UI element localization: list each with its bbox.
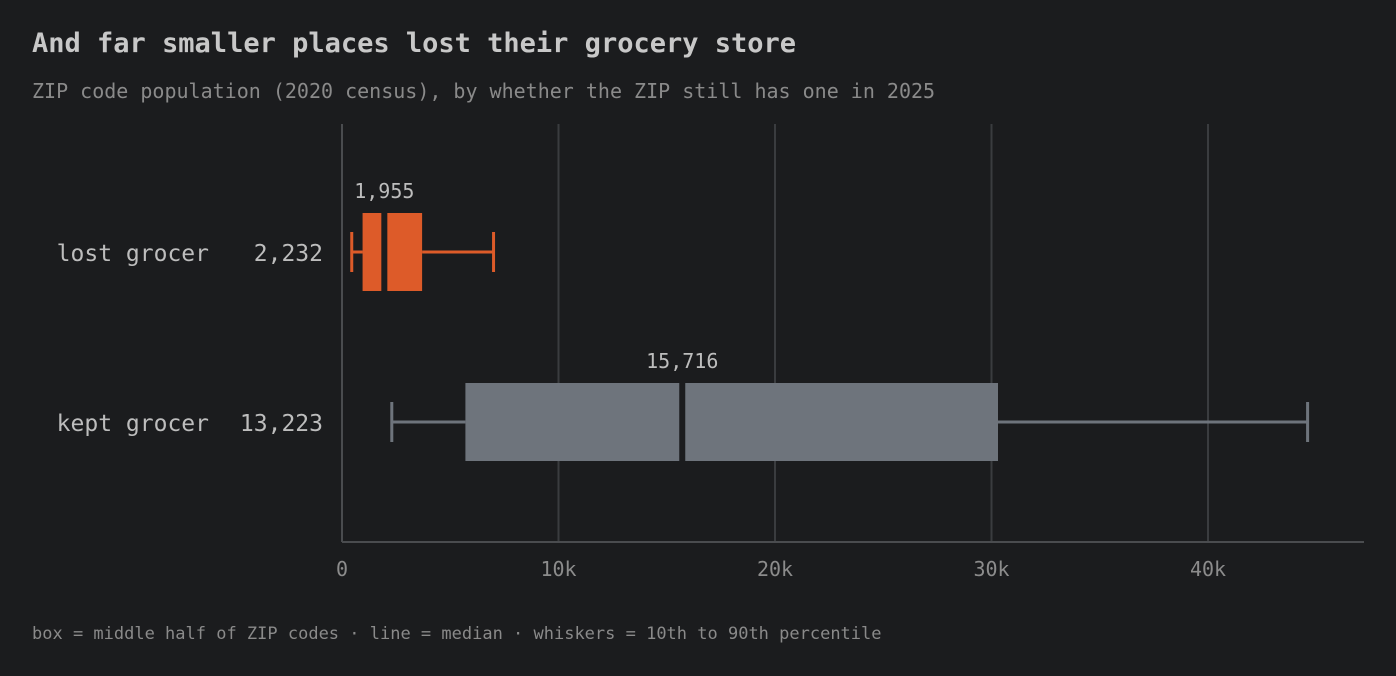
category-label: kept grocer [57, 411, 209, 437]
chart-footnote: box = middle half of ZIP codes · line = … [32, 624, 882, 644]
axis-layer: 0 10k 20k 30k 40k [336, 541, 1364, 581]
x-tick-label: 0 [336, 557, 348, 581]
x-tick-label: 30k [973, 557, 1009, 581]
x-tick-label: 40k [1190, 557, 1226, 581]
count-label: 2,232 [254, 241, 323, 267]
category-label: lost grocer [57, 241, 209, 267]
x-tick-label: 20k [757, 557, 793, 581]
median-label: 1,955 [354, 179, 414, 203]
box-group: kept grocer 13,223 15,716 [57, 349, 1310, 462]
x-tick-label: 10k [540, 557, 576, 581]
count-label: 13,223 [240, 411, 323, 437]
chart-subtitle: ZIP code population (2020 census), by wh… [32, 79, 936, 103]
series-layer: lost grocer 2,232 1,955 kept grocer 13,223 15… [57, 179, 1310, 462]
iqr-box [362, 213, 423, 291]
median-label: 15,716 [646, 349, 718, 373]
iqr-box [465, 383, 998, 461]
chart-title: And far smaller places lost their grocer… [32, 28, 797, 59]
box-group: lost grocer 2,232 1,955 [57, 179, 496, 292]
grid-layer [341, 124, 1209, 542]
median-line [381, 212, 388, 292]
median-line [679, 382, 686, 462]
